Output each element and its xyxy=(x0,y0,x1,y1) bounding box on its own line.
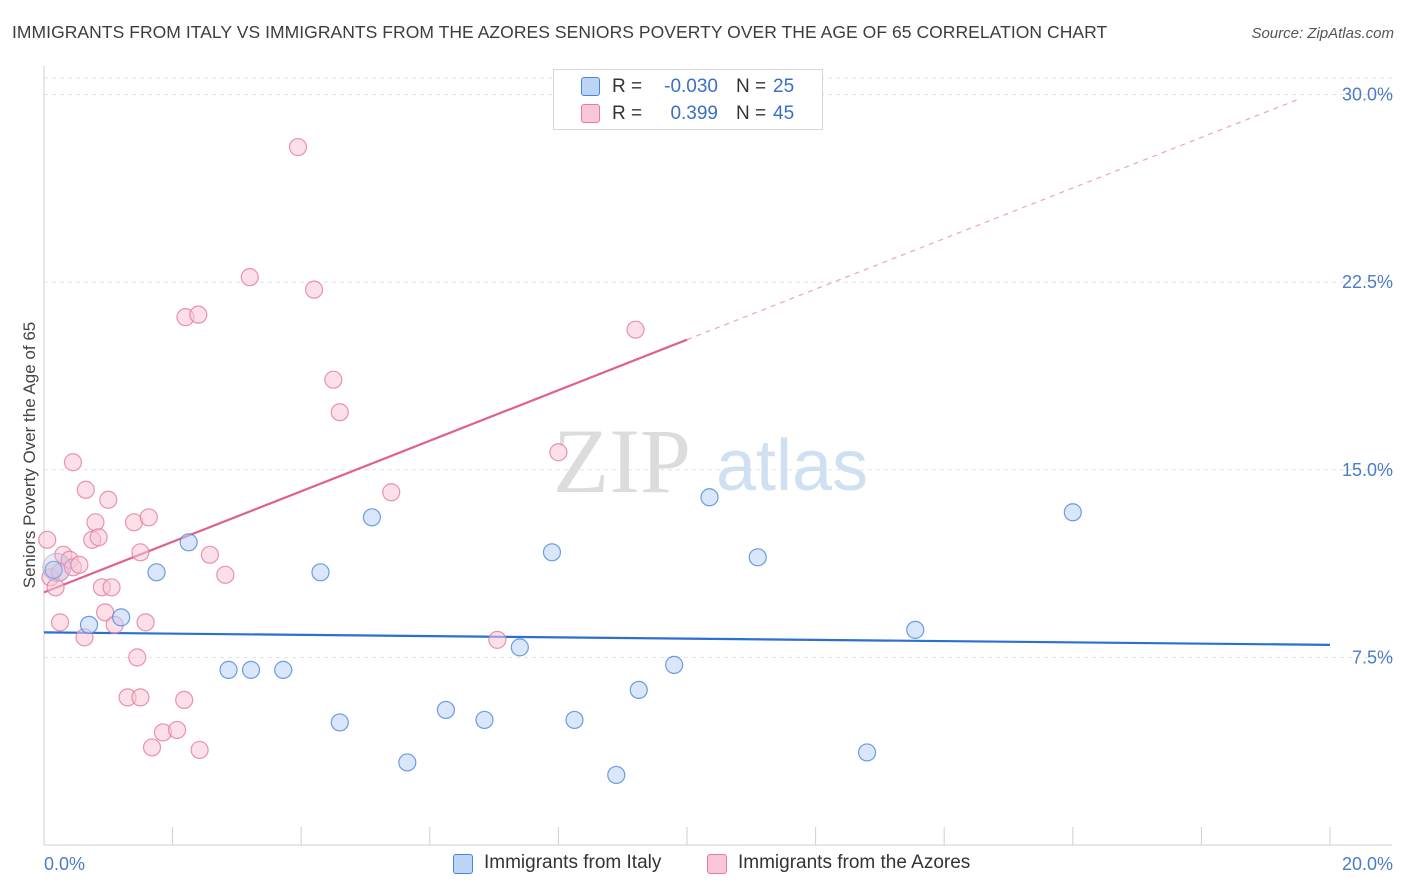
azores-point xyxy=(50,613,70,632)
italy-point xyxy=(436,700,455,720)
x-tick-label: 0.0% xyxy=(44,854,85,874)
italy-point xyxy=(700,488,719,507)
italy-point xyxy=(179,533,198,552)
italy-point xyxy=(629,680,648,699)
azores-point xyxy=(131,543,150,562)
italy-point xyxy=(79,615,99,634)
italy-point xyxy=(542,543,562,562)
data-points xyxy=(38,137,1082,785)
azores-point xyxy=(324,370,343,389)
azores-point xyxy=(626,320,645,339)
azores-point xyxy=(76,480,95,499)
y-tick-label: 15.0% xyxy=(1342,460,1393,480)
legend-label-italy: Immigrants from Italy xyxy=(484,852,662,873)
trendlines xyxy=(43,98,1331,646)
italy-point xyxy=(330,713,349,732)
axes xyxy=(43,66,1392,846)
azores-point xyxy=(86,513,105,532)
n-value: 25 xyxy=(773,76,795,97)
azores-point xyxy=(168,720,187,740)
azores-point xyxy=(330,403,349,422)
italy-point xyxy=(857,743,877,762)
italy-point xyxy=(147,563,166,582)
trendline-extension-azores xyxy=(686,98,1299,341)
italy-point xyxy=(44,560,63,579)
italy-point xyxy=(311,563,330,582)
r-value: 0.399 xyxy=(670,103,718,124)
azores-point xyxy=(189,305,208,324)
x-tick-label: 20.0% xyxy=(1342,854,1393,874)
azores-swatch xyxy=(581,104,600,123)
italy-swatch xyxy=(581,77,600,96)
italy-point xyxy=(748,548,767,567)
r-label: R = xyxy=(612,103,643,124)
azores-point xyxy=(131,688,150,707)
azores-point xyxy=(240,268,259,287)
italy-point xyxy=(274,660,293,679)
azores-point xyxy=(99,490,118,509)
azores-point xyxy=(63,453,83,472)
y-tick-label: 22.5% xyxy=(1342,272,1393,292)
azores-point xyxy=(142,738,162,757)
azores-point xyxy=(128,648,147,667)
azores-legend-swatch xyxy=(707,854,727,874)
watermark: ZIP atlas xyxy=(553,410,868,512)
y-axis-label: Seniors Poverty Over the Age of 65 xyxy=(20,321,39,589)
n-value: 45 xyxy=(773,103,795,124)
tick-labels: 7.5% 15.0% 22.5% 30.0% 0.0% 20.0% xyxy=(44,85,1393,874)
r-label: R = xyxy=(612,76,643,97)
watermark-zip: ZIP xyxy=(553,410,691,512)
italy-point xyxy=(398,753,417,772)
azores-point xyxy=(102,578,121,597)
azores-point xyxy=(549,443,568,462)
watermark-atlas: atlas xyxy=(716,426,868,506)
stats-legend: R = -0.030 N = 25 R = 0.399 N = 45 xyxy=(553,69,823,130)
cluster-point xyxy=(42,552,72,582)
azores-point xyxy=(288,137,308,157)
grid-lines xyxy=(44,77,1392,658)
italy-point xyxy=(665,655,684,674)
azores-point xyxy=(136,613,155,632)
azores-point xyxy=(488,630,507,649)
y-tick-label: 7.5% xyxy=(1352,647,1393,667)
azores-point xyxy=(89,528,108,547)
azores-point xyxy=(200,545,219,564)
n-label: N = xyxy=(736,76,767,97)
trendline-italy xyxy=(43,631,1331,646)
italy-point xyxy=(112,608,131,627)
italy-point xyxy=(607,765,626,785)
italy-point xyxy=(565,710,584,730)
r-value: -0.030 xyxy=(664,76,718,97)
azores-point xyxy=(382,483,401,502)
azores-point xyxy=(139,508,158,527)
italy-point xyxy=(510,638,529,657)
trendline-azores xyxy=(43,338,688,594)
y-tick-label: 30.0% xyxy=(1342,85,1393,105)
n-label: N = xyxy=(736,103,767,124)
italy-legend-swatch xyxy=(453,854,473,874)
italy-point xyxy=(1063,503,1082,522)
italy-point xyxy=(362,508,382,527)
azores-point xyxy=(190,740,209,760)
azores-point xyxy=(70,555,89,574)
source-label: Source: ZipAtlas.com xyxy=(1251,25,1394,42)
azores-point xyxy=(304,280,324,299)
azores-point xyxy=(216,565,235,584)
italy-point xyxy=(475,710,494,730)
italy-point xyxy=(219,660,238,679)
azores-point xyxy=(38,530,57,549)
azores-point xyxy=(175,690,194,710)
italy-point xyxy=(241,660,261,679)
chart-title: IMMIGRANTS FROM ITALY VS IMMIGRANTS FROM… xyxy=(12,22,1108,42)
legend-label-azores: Immigrants from the Azores xyxy=(738,852,971,873)
italy-point xyxy=(906,620,925,639)
